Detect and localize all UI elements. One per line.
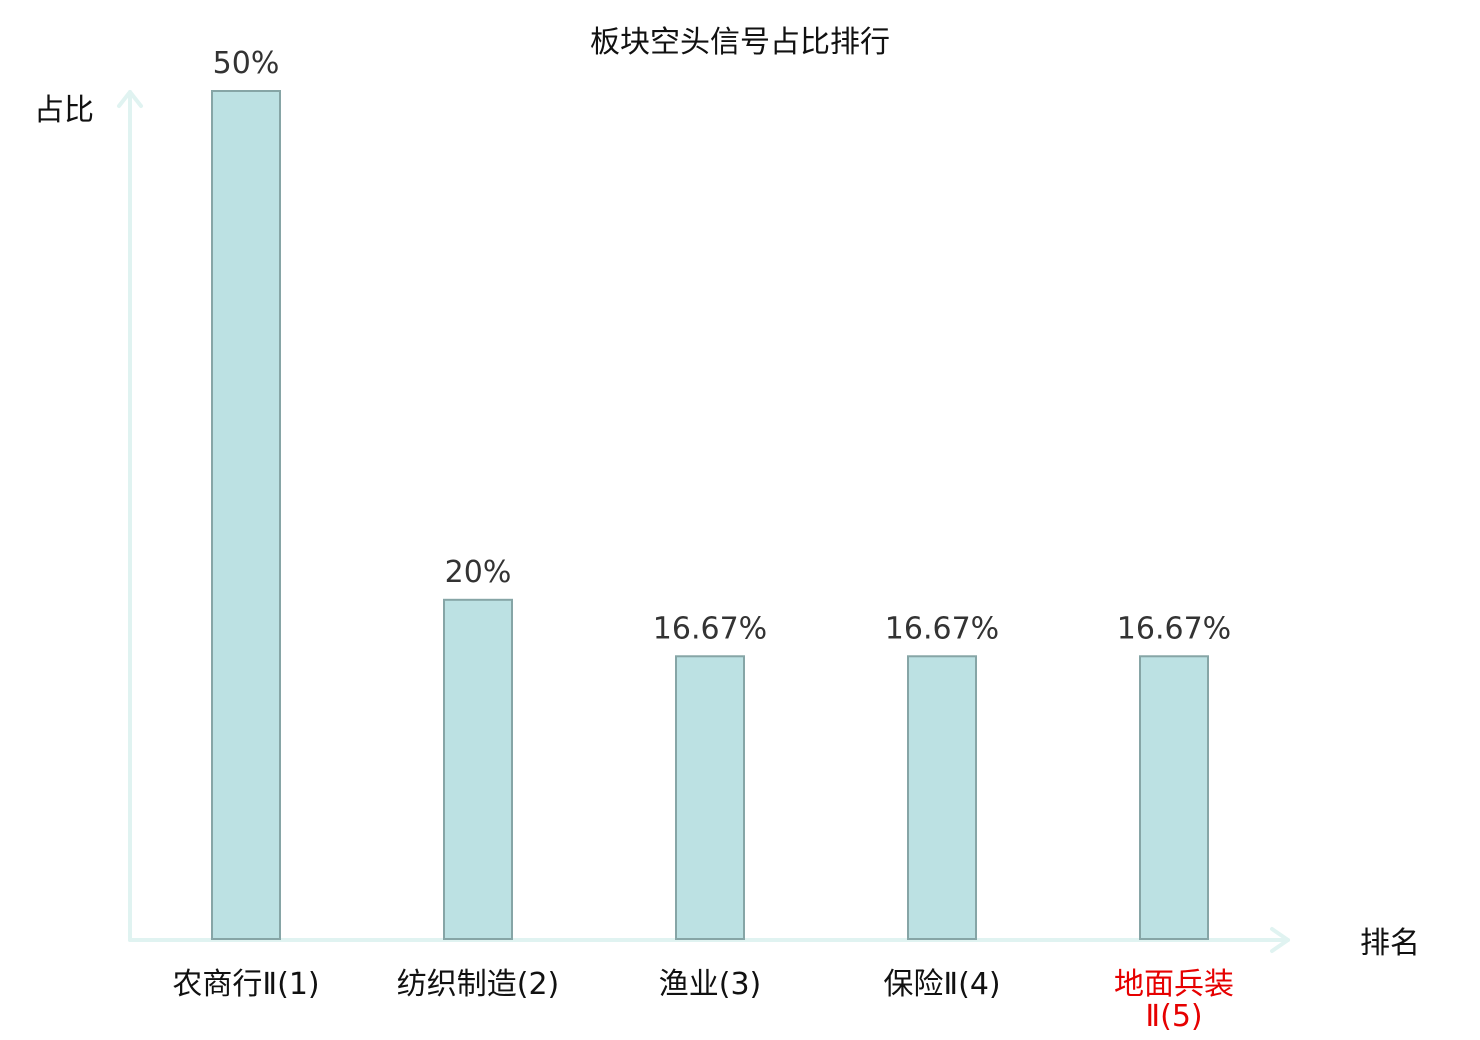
x-axis-arrow — [1270, 927, 1290, 953]
category-label-5-line-2: Ⅱ(5) — [1145, 999, 1202, 1034]
category-label-3: 渔业(3) — [659, 967, 762, 1002]
chart-title: 板块空头信号占比排行 — [590, 25, 890, 60]
value-labels: 50% 20% 16.67% 16.67% 16.67% — [213, 46, 1232, 646]
bars — [211, 90, 1209, 940]
bar-1 — [211, 90, 281, 940]
bar-2 — [443, 598, 513, 940]
value-label-1: 50% — [213, 46, 280, 81]
category-label-1: 农商行Ⅱ(1) — [172, 967, 319, 1002]
bar-3 — [675, 655, 745, 940]
category-label-2: 纺织制造(2) — [397, 967, 560, 1002]
value-label-3: 16.67% — [653, 611, 767, 646]
x-axis-label: 排名 — [1360, 926, 1420, 961]
bar-5 — [1139, 655, 1209, 940]
category-label-5-line-1: 地面兵装 — [1114, 967, 1234, 1002]
y-axis-label: 占比 — [34, 93, 94, 128]
value-label-2: 20% — [445, 555, 512, 590]
category-label-4: 保险Ⅱ(4) — [883, 967, 1000, 1002]
y-axis-arrow — [117, 90, 143, 108]
value-label-4: 16.67% — [885, 611, 999, 646]
bar-4 — [907, 655, 977, 940]
value-label-5: 16.67% — [1117, 611, 1231, 646]
